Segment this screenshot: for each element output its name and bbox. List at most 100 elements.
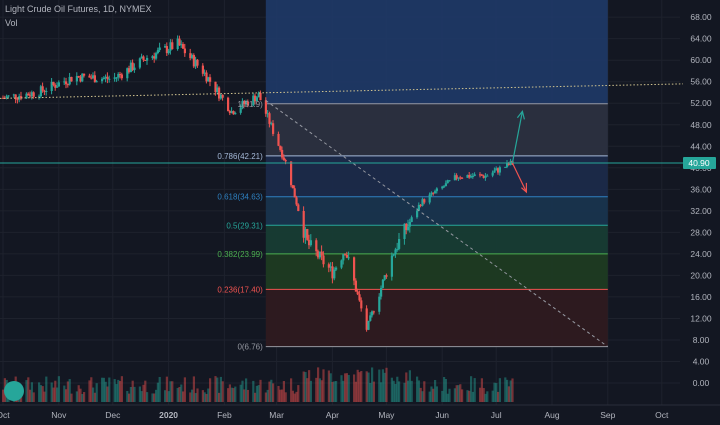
- bullish-arrow: [511, 111, 523, 164]
- candle-body: [353, 257, 356, 281]
- candle-body: [113, 77, 116, 79]
- candle-body: [120, 74, 123, 79]
- candle-body: [419, 204, 422, 206]
- candle-body: [183, 48, 186, 54]
- volume-bar: [277, 385, 280, 402]
- candle-body: [416, 210, 419, 218]
- fibonacci-zones: [265, 0, 608, 348]
- fib-level-label: 1(51.9): [237, 100, 263, 109]
- volume-bar: [290, 378, 293, 402]
- last-price-label: 40.90: [688, 158, 710, 168]
- volume-bar: [196, 388, 199, 402]
- candle-body: [421, 199, 424, 206]
- candle-body: [30, 92, 33, 97]
- volume-bar: [41, 386, 44, 402]
- volume-bar: [329, 373, 332, 402]
- candle-body: [322, 255, 325, 265]
- time-tick-label: 2020: [159, 410, 178, 420]
- volume-bar: [39, 385, 42, 402]
- candle-body: [230, 111, 233, 114]
- volume-bar: [396, 376, 399, 402]
- candle-body: [495, 168, 498, 171]
- candle-body: [473, 174, 476, 177]
- volume-bar: [104, 381, 107, 402]
- volume-bar: [486, 391, 489, 402]
- volume-bar: [27, 377, 30, 402]
- candle-body: [182, 44, 185, 49]
- volume-bar: [419, 387, 422, 402]
- candle-body: [93, 75, 96, 83]
- candle-body: [221, 94, 224, 98]
- volume-bar: [158, 376, 161, 402]
- price-tick-label: 28.00: [690, 227, 712, 237]
- volume-bar: [227, 388, 230, 402]
- candle-body: [333, 269, 336, 279]
- candle-body: [252, 95, 255, 106]
- candle-body: [218, 87, 221, 99]
- volume-bar: [408, 370, 411, 402]
- volume-bar: [345, 373, 348, 402]
- candle-body: [138, 58, 141, 68]
- volume-bar: [457, 385, 460, 402]
- candle-body: [156, 50, 159, 54]
- candle-body: [443, 186, 446, 188]
- volume-bar: [241, 380, 244, 402]
- time-axis[interactable]: Oct Nov Dec 2020 Feb Mar Apr May Jun Jul Aug Sep Oct: [0, 410, 669, 420]
- volume-bar: [378, 369, 381, 402]
- volume-bar: [473, 378, 476, 402]
- symbol-title[interactable]: Light Crude Oil Futures, 1D, NYMEX: [5, 4, 152, 14]
- time-tick-label: May: [378, 410, 395, 420]
- candle-body: [327, 264, 330, 268]
- candle-body: [234, 112, 237, 115]
- volume-bar: [218, 392, 221, 402]
- volume-bar: [347, 374, 350, 402]
- candle-body: [320, 251, 323, 256]
- volume-bar: [417, 380, 420, 402]
- volume-bar: [497, 391, 500, 402]
- candle-body: [146, 58, 149, 61]
- price-axis[interactable]: 68.0064.0060.0056.0052.0048.0044.0040.00…: [690, 12, 712, 388]
- volume-bar: [327, 370, 330, 402]
- fib-zone: [265, 225, 608, 254]
- candle-body: [192, 55, 195, 67]
- candle-body: [205, 72, 208, 82]
- fibonacci-labels: 1(51.9) 0.786(42.21) 0.618(34.63) 0.5(29.31…: [217, 100, 263, 352]
- candle-body: [480, 174, 483, 176]
- candle-body: [378, 296, 381, 312]
- volume-bar: [365, 371, 368, 402]
- candle-body: [126, 68, 129, 79]
- candle-body: [245, 101, 248, 105]
- candle-body: [16, 99, 19, 101]
- price-tick-label: 20.00: [690, 270, 712, 280]
- candle-body: [207, 77, 210, 82]
- candle-body: [497, 168, 500, 173]
- candle-body: [504, 166, 507, 168]
- candle-body: [81, 73, 84, 82]
- candle-body: [329, 266, 332, 268]
- candle-body: [79, 76, 82, 82]
- volume-bar: [428, 391, 431, 402]
- fib-level-label: 0.382(23.99): [217, 250, 263, 259]
- candle-body: [335, 267, 338, 270]
- volume-bar: [308, 370, 311, 402]
- candle-body: [144, 59, 147, 61]
- candle-body: [29, 95, 32, 97]
- volume-bar: [354, 381, 357, 402]
- volume-bar: [201, 390, 204, 402]
- volume-bar: [25, 380, 28, 402]
- candle-body: [128, 68, 131, 73]
- candle-body: [408, 221, 411, 227]
- volume-bars: [2, 367, 514, 402]
- price-tick-label: 16.00: [690, 292, 712, 302]
- candle-body: [354, 280, 357, 292]
- candle-body: [360, 300, 363, 309]
- candle-body: [119, 73, 122, 75]
- volume-bar: [81, 393, 84, 402]
- candle-body: [243, 101, 246, 105]
- candle-body: [219, 94, 222, 99]
- volume-bar: [146, 392, 149, 402]
- fib-level-label: 0.786(42.21): [217, 152, 263, 161]
- volume-bar: [369, 382, 372, 402]
- candle-body: [70, 76, 73, 82]
